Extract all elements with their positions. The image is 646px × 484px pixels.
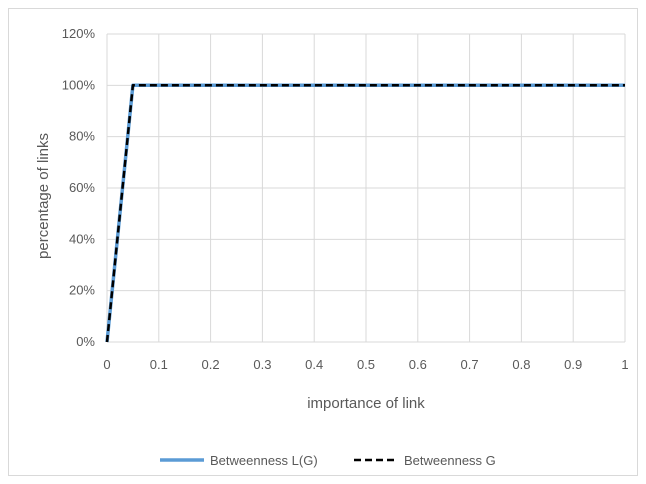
x-tick-label: 0.7	[461, 357, 479, 372]
x-axis-ticks: 0 0.1 0.2 0.3 0.4 0.5 0.6 0.7 0.8 0.9 1	[103, 357, 628, 372]
x-tick-label: 0.1	[150, 357, 168, 372]
x-tick-label: 0.4	[305, 357, 323, 372]
y-axis-title: percentage of links	[35, 133, 52, 259]
x-tick-label: 0.9	[564, 357, 582, 372]
x-tick-label: 1	[621, 357, 628, 372]
x-tick-label: 0.6	[409, 357, 427, 372]
y-tick-label: 100%	[62, 77, 96, 92]
y-tick-label: 120%	[62, 26, 96, 41]
legend-label-0: Betweenness L(G)	[210, 453, 318, 468]
x-tick-label: 0.8	[512, 357, 530, 372]
series-line-1	[105, 84, 625, 343]
gridlines	[106, 33, 626, 343]
x-axis-title: importance of link	[307, 395, 425, 412]
legend-label-1: Betweenness G	[404, 453, 496, 468]
y-tick-label: 40%	[69, 231, 95, 246]
y-axis-ticks: 0% 20% 40% 60% 80% 100% 120%	[62, 26, 96, 349]
x-tick-label: 0.3	[253, 357, 271, 372]
y-tick-label: 0%	[76, 334, 95, 349]
x-tick-label: 0	[103, 357, 110, 372]
series-lines	[105, 83, 625, 343]
x-tick-label: 0.2	[202, 357, 220, 372]
legend: Betweenness L(G) Betweenness G	[160, 453, 496, 468]
y-tick-label: 80%	[69, 129, 95, 144]
y-tick-label: 60%	[69, 180, 95, 195]
x-tick-label: 0.5	[357, 357, 375, 372]
y-tick-label: 20%	[69, 283, 95, 298]
